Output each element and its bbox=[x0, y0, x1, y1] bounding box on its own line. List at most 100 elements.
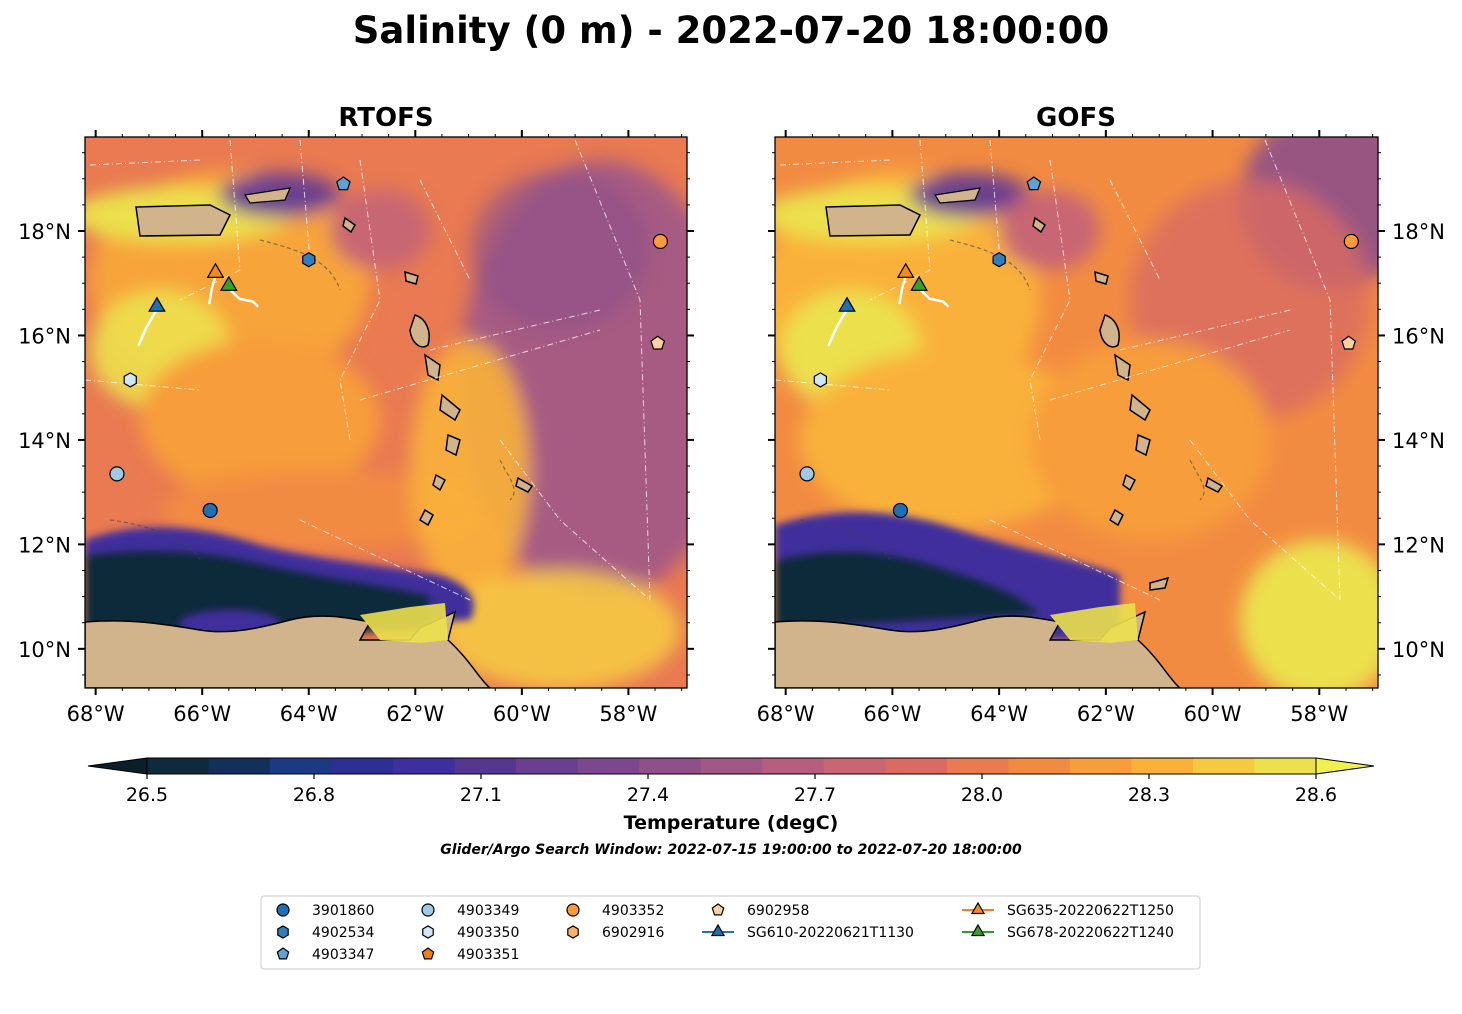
legend-marker bbox=[711, 903, 725, 916]
colorbar-segment bbox=[1069, 758, 1133, 774]
lon-tick-label: 60°W bbox=[1184, 702, 1242, 726]
colorbar-segment bbox=[208, 758, 271, 774]
glider-track bbox=[207, 275, 217, 305]
legend-item: 4902534 bbox=[277, 925, 374, 941]
colorbar-segment bbox=[823, 758, 886, 774]
lon-tick-label: 66°W bbox=[173, 702, 231, 726]
glider-SG610-20220621T1130 bbox=[148, 296, 166, 312]
colorbar-tick-label: 28.3 bbox=[1128, 784, 1170, 806]
panel-title-gofs: GOFS bbox=[1036, 103, 1116, 133]
argo-float-4903347 bbox=[1026, 176, 1042, 191]
legend-label: 6902916 bbox=[602, 925, 664, 941]
map-panel-rtofs: RTOFS bbox=[18, 103, 694, 726]
argo-float-4903352 bbox=[652, 233, 668, 250]
argo-float-4903350 bbox=[813, 372, 827, 388]
lon-tick-labels: 68°W 66°W 64°W 62°W 60°W 58°W bbox=[757, 702, 1349, 726]
colorbar-tick-label: 27.7 bbox=[794, 784, 836, 806]
glider-track bbox=[898, 275, 907, 305]
colorbar-ticks: 26.5 26.8 27.1 27.4 27.7 28.0 28.3 28.6 bbox=[126, 774, 1337, 806]
colorbar-segment bbox=[639, 758, 702, 774]
colorbar-tick-label: 28.6 bbox=[1295, 784, 1337, 806]
argo-float-4903349 bbox=[109, 466, 125, 482]
lat-tick-label: 14°N bbox=[1392, 429, 1445, 453]
legend: 3901860 4902534 4903347 4903349 4903350 49033… bbox=[260, 895, 1201, 970]
glider-SG678-20220622T1240 bbox=[219, 275, 238, 291]
colorbar-segment bbox=[516, 758, 579, 774]
lon-tick-labels: 68°W 66°W 64°W 62°W 60°W 58°W bbox=[67, 702, 658, 726]
legend-label: 4903351 bbox=[457, 947, 519, 963]
lat-tick-label: 14°N bbox=[18, 429, 71, 453]
colorbar-extend-min bbox=[87, 757, 148, 775]
salinity-field-gofs bbox=[775, 137, 1378, 688]
eez-boundaries bbox=[775, 139, 1341, 601]
lon-tick-label: 62°W bbox=[386, 702, 444, 726]
island bbox=[934, 187, 981, 204]
lat-tick-label: 12°N bbox=[18, 533, 71, 557]
legend-label: 3901860 bbox=[312, 903, 374, 919]
legend-label: 4902534 bbox=[312, 925, 374, 941]
axis-ticks-gofs bbox=[768, 130, 1385, 695]
islands bbox=[1032, 216, 1224, 591]
lon-tick-label: 68°W bbox=[67, 702, 125, 726]
legend-label: SG678-20220622T1240 bbox=[1007, 925, 1174, 941]
legend-marker bbox=[276, 903, 290, 917]
colorbar-tick-label: 27.1 bbox=[460, 784, 502, 806]
lat-tick-label: 16°N bbox=[18, 324, 71, 348]
colorbar-segment bbox=[1008, 758, 1071, 774]
lat-tick-label: 10°N bbox=[1392, 638, 1445, 662]
argo-float-3901860 bbox=[202, 502, 218, 519]
search-window-subtitle: Glider/Argo Search Window: 2022-07-15 19… bbox=[440, 842, 1022, 858]
island bbox=[244, 187, 291, 204]
colorbar-segment bbox=[1254, 758, 1317, 774]
legend-marker bbox=[421, 947, 435, 960]
legend-item: 4903350 bbox=[422, 925, 519, 941]
legend-item: SG610-20220621T1130 bbox=[702, 923, 914, 941]
coastline bbox=[775, 610, 1182, 688]
coastline bbox=[85, 610, 492, 688]
lon-tick-label: 60°W bbox=[493, 702, 551, 726]
legend-marker bbox=[421, 903, 435, 917]
map-frame bbox=[84, 136, 688, 689]
salinity-field-rtofs bbox=[85, 137, 687, 688]
island bbox=[135, 204, 232, 237]
lat-tick-label: 16°N bbox=[1392, 324, 1445, 348]
colorbar-segment bbox=[577, 758, 640, 774]
lat-tick-labels: 18°N 16°N 14°N 12°N 10°N bbox=[18, 220, 71, 662]
legend-label: 4903350 bbox=[457, 925, 519, 941]
argo-float-4903347 bbox=[335, 176, 351, 191]
eez-boundaries bbox=[85, 139, 651, 601]
legend-item: 6902958 bbox=[711, 903, 809, 919]
figure-title: Salinity (0 m) - 2022-07-20 18:00:00 bbox=[353, 9, 1109, 52]
legend-item: SG635-20220622T1250 bbox=[962, 901, 1174, 919]
colorbar-segment bbox=[454, 758, 517, 774]
legend-item: 6902916 bbox=[567, 925, 664, 941]
argo-float-3901860 bbox=[892, 502, 909, 519]
colorbar-segment bbox=[885, 758, 948, 774]
legend-item: 4903352 bbox=[566, 903, 664, 919]
colorbar-tick-label: 26.5 bbox=[126, 784, 168, 806]
colorbar-tick-label: 26.8 bbox=[293, 784, 335, 806]
legend-label: 6902958 bbox=[747, 903, 809, 919]
legend-label: 4903347 bbox=[312, 947, 374, 963]
colorbar-segment bbox=[270, 758, 333, 774]
map-panel-gofs: GOFS bbox=[757, 103, 1445, 726]
observations-rtofs bbox=[109, 176, 668, 519]
legend-marker bbox=[276, 947, 290, 960]
lat-tick-label: 18°N bbox=[1392, 220, 1445, 244]
legend-item: 4903349 bbox=[421, 903, 519, 919]
legend-marker bbox=[710, 923, 726, 937]
lat-tick-label: 10°N bbox=[18, 638, 71, 662]
lon-tick-label: 58°W bbox=[1290, 702, 1348, 726]
argo-float-6902958 bbox=[650, 335, 666, 350]
colorbar-segments bbox=[87, 757, 1375, 775]
legend-marker bbox=[970, 923, 986, 937]
isobath-contours bbox=[799, 239, 1205, 561]
argo-float-4902534 bbox=[992, 252, 1006, 268]
colorbar-segment bbox=[1192, 758, 1256, 774]
axis-ticks-rtofs bbox=[78, 130, 694, 695]
legend-item: SG678-20220622T1240 bbox=[962, 923, 1174, 941]
islands bbox=[342, 216, 534, 527]
isobath-contours bbox=[109, 239, 515, 561]
legend-label: SG610-20220621T1130 bbox=[747, 925, 914, 941]
